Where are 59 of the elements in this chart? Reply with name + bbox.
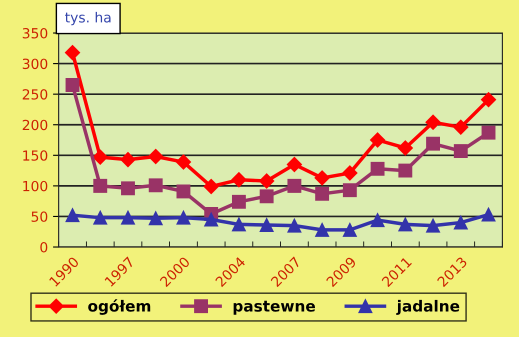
- point: [482, 208, 496, 222]
- y-tick-label: 0: [40, 242, 48, 252]
- point: [398, 217, 412, 232]
- point: [176, 184, 190, 198]
- point: [232, 194, 246, 209]
- point: [64, 45, 80, 60]
- y-tick-label: 200: [22, 120, 48, 130]
- point: [370, 213, 385, 228]
- point: [342, 222, 357, 237]
- point: [121, 181, 135, 196]
- point: [92, 150, 108, 165]
- point: [204, 178, 219, 194]
- point: [426, 218, 440, 233]
- point: [425, 114, 441, 130]
- point: [426, 136, 440, 151]
- point: [482, 126, 496, 140]
- point: [260, 218, 274, 232]
- point: [120, 152, 136, 168]
- point: [370, 132, 386, 148]
- y-tick-label: 350: [22, 28, 48, 38]
- point: [121, 210, 135, 225]
- point: [66, 208, 80, 222]
- y-tick-label: 100: [23, 180, 48, 192]
- legend-label: jadalne: [396, 300, 460, 315]
- legend-label: pastewne: [234, 300, 315, 315]
- legend-label: ogółem: [88, 299, 150, 315]
- point: [314, 170, 330, 186]
- point: [370, 162, 385, 176]
- point: [398, 140, 413, 156]
- point: [66, 78, 80, 92]
- point: [453, 120, 468, 135]
- point: [454, 144, 468, 158]
- point: [315, 186, 330, 201]
- point: [260, 189, 274, 204]
- y-tick-label: 250: [22, 89, 48, 100]
- y-tick-label: 50: [32, 211, 48, 222]
- y-tick-label: 300: [22, 58, 48, 70]
- point: [342, 165, 358, 181]
- point: [204, 212, 218, 226]
- point: [93, 178, 108, 193]
- point: [286, 156, 302, 172]
- point: [232, 217, 246, 232]
- point: [176, 154, 192, 170]
- point: [231, 172, 246, 188]
- point: [259, 173, 274, 189]
- point: [315, 222, 330, 237]
- point: [148, 148, 164, 164]
- point: [148, 211, 163, 226]
- point: [93, 210, 108, 225]
- y-tick-label: 150: [23, 150, 48, 161]
- point: [287, 218, 302, 233]
- point: [342, 183, 357, 198]
- point: [454, 216, 468, 230]
- point: [480, 92, 496, 108]
- point: [398, 164, 412, 178]
- y-axis-title: tys. ha: [65, 12, 110, 26]
- point: [287, 178, 302, 193]
- point: [148, 178, 163, 192]
- point: [176, 210, 190, 225]
